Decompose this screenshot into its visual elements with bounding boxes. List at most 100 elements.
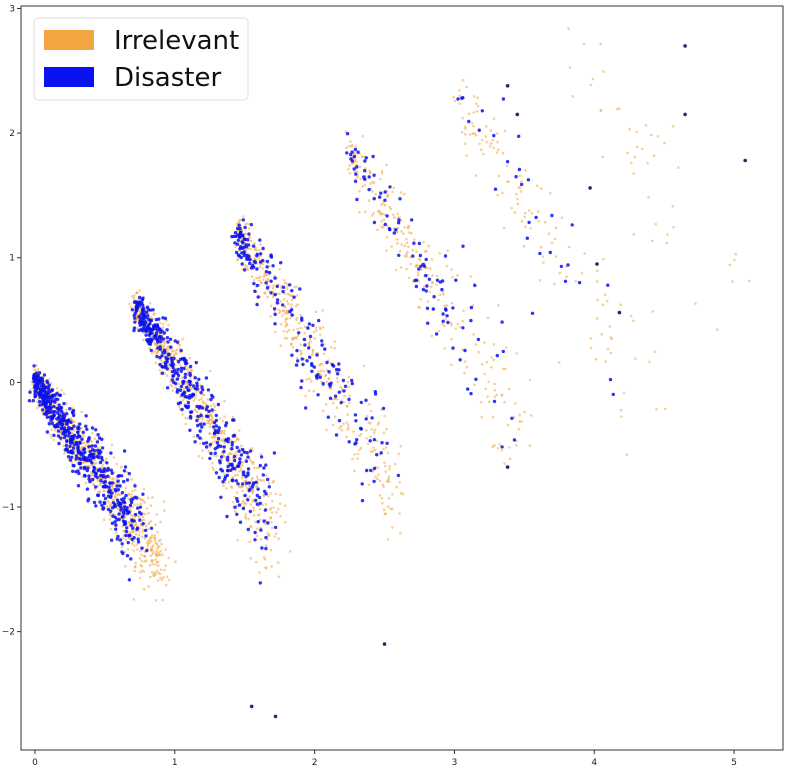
point-irrelevant xyxy=(230,486,234,489)
point-disaster xyxy=(123,465,128,469)
point-irrelevant xyxy=(140,553,143,557)
point-disaster xyxy=(211,425,216,429)
point-irrelevant xyxy=(320,363,324,366)
point-disaster xyxy=(144,333,148,337)
point-irrelevant xyxy=(101,463,105,467)
point-irrelevant xyxy=(474,133,478,137)
point-irrelevant xyxy=(381,483,385,487)
point-disaster xyxy=(179,384,184,389)
point-irrelevant xyxy=(212,468,215,472)
point-irrelevant xyxy=(312,330,316,334)
point-disaster xyxy=(106,494,111,498)
point-irrelevant xyxy=(474,102,478,105)
point-irrelevant xyxy=(325,428,328,432)
point-disaster xyxy=(130,308,135,312)
point-disaster xyxy=(480,109,484,113)
point-disaster xyxy=(397,253,401,257)
point-disaster xyxy=(170,363,175,368)
point-irrelevant xyxy=(317,370,320,373)
point-irrelevant xyxy=(70,461,74,465)
point-disaster xyxy=(255,493,259,498)
point-disaster xyxy=(372,220,377,225)
point-irrelevant xyxy=(399,531,402,535)
point-disaster xyxy=(88,449,93,454)
point-disaster xyxy=(264,281,268,285)
point-irrelevant xyxy=(92,483,96,487)
point-disaster xyxy=(226,440,230,444)
point-disaster xyxy=(122,449,127,453)
point-disaster xyxy=(234,479,238,483)
point-irrelevant xyxy=(261,503,264,507)
point-irrelevant xyxy=(550,241,554,245)
point-disaster xyxy=(505,84,510,88)
point-disaster xyxy=(87,445,91,449)
point-disaster xyxy=(131,526,135,530)
point-disaster xyxy=(214,418,219,423)
y-tick-label: 1 xyxy=(9,254,15,264)
point-disaster xyxy=(500,320,504,324)
point-irrelevant xyxy=(479,400,483,404)
point-disaster xyxy=(62,416,66,420)
point-irrelevant xyxy=(148,521,151,524)
point-disaster xyxy=(141,312,146,317)
point-disaster xyxy=(548,250,552,255)
point-irrelevant xyxy=(358,211,361,214)
point-irrelevant xyxy=(522,244,526,248)
point-irrelevant xyxy=(309,379,313,383)
point-disaster xyxy=(145,548,149,553)
point-irrelevant xyxy=(237,220,241,224)
point-irrelevant xyxy=(133,503,136,507)
point-disaster xyxy=(209,397,213,402)
point-irrelevant xyxy=(177,405,181,408)
point-disaster xyxy=(100,446,105,450)
point-disaster xyxy=(458,358,462,362)
point-irrelevant xyxy=(259,263,262,266)
point-irrelevant xyxy=(96,446,100,449)
point-irrelevant xyxy=(284,309,288,313)
point-irrelevant xyxy=(258,507,262,511)
point-irrelevant xyxy=(604,360,607,363)
point-irrelevant xyxy=(250,478,253,482)
point-irrelevant xyxy=(130,478,133,481)
point-disaster xyxy=(191,384,196,388)
point-irrelevant xyxy=(282,298,286,301)
point-irrelevant xyxy=(132,540,135,544)
point-irrelevant xyxy=(163,568,166,572)
point-irrelevant xyxy=(540,187,543,190)
point-irrelevant xyxy=(338,426,342,430)
point-irrelevant xyxy=(213,434,216,437)
point-irrelevant xyxy=(303,325,307,329)
point-irrelevant xyxy=(346,428,349,432)
point-disaster xyxy=(257,495,262,500)
point-irrelevant xyxy=(475,110,479,113)
point-disaster xyxy=(102,501,107,506)
point-irrelevant xyxy=(616,107,619,111)
point-disaster xyxy=(137,304,142,308)
point-irrelevant xyxy=(386,538,390,541)
point-irrelevant xyxy=(347,167,350,171)
y-tick-label: −1 xyxy=(2,503,15,513)
point-irrelevant xyxy=(269,315,272,318)
point-disaster xyxy=(242,253,246,258)
point-disaster xyxy=(165,367,169,371)
point-irrelevant xyxy=(415,263,418,267)
point-irrelevant xyxy=(422,240,425,244)
point-irrelevant xyxy=(152,350,156,353)
point-disaster xyxy=(141,492,145,496)
point-irrelevant xyxy=(380,408,383,411)
point-disaster xyxy=(175,377,180,381)
point-disaster xyxy=(55,417,59,421)
point-disaster xyxy=(39,384,43,388)
point-irrelevant xyxy=(236,473,239,477)
point-irrelevant xyxy=(285,299,289,303)
point-irrelevant xyxy=(523,215,527,219)
point-irrelevant xyxy=(574,279,578,283)
point-disaster xyxy=(290,313,294,317)
point-irrelevant xyxy=(181,399,185,402)
point-disaster xyxy=(341,378,346,383)
point-irrelevant xyxy=(380,170,384,173)
point-irrelevant xyxy=(541,255,545,259)
point-disaster xyxy=(91,477,95,482)
point-irrelevant xyxy=(364,210,367,213)
